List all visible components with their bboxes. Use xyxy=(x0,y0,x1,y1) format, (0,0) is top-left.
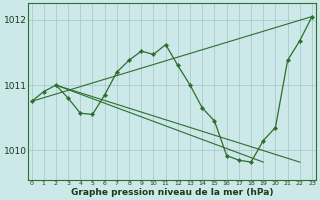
X-axis label: Graphe pression niveau de la mer (hPa): Graphe pression niveau de la mer (hPa) xyxy=(70,188,273,197)
